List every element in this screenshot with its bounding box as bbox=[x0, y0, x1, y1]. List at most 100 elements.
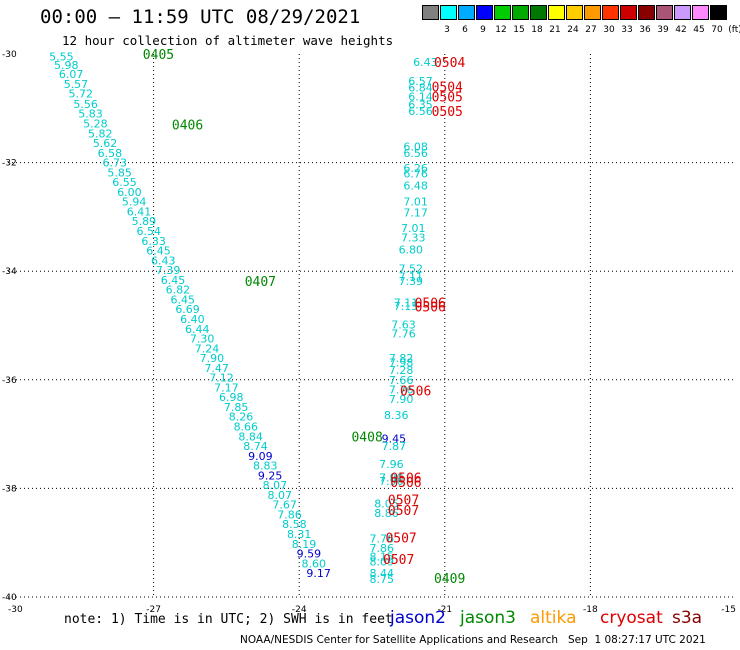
wave-height-value: 9.45 bbox=[382, 432, 407, 445]
wave-height-value: 8.15 bbox=[369, 550, 394, 563]
wave-height-value: 5.98 bbox=[54, 59, 79, 72]
colorbar-label: 6 bbox=[462, 25, 468, 35]
legend-s3a: s3a bbox=[672, 608, 703, 628]
wave-height-value: 7.01 bbox=[401, 222, 426, 235]
time-label: 0507 bbox=[388, 504, 419, 519]
legend-jason3: jason3 bbox=[460, 608, 516, 628]
wave-height-value: 5.94 bbox=[122, 196, 147, 209]
wave-height-value: 8.74 bbox=[243, 440, 268, 453]
wave-height-value: 5.28 bbox=[83, 118, 108, 131]
colorbar-swatch bbox=[440, 5, 457, 20]
y-tick-label: -38 bbox=[2, 484, 17, 494]
legend-cryosat: cryosat bbox=[600, 608, 663, 628]
wave-height-value: 6.98 bbox=[219, 391, 244, 404]
wave-height-value: 6.44 bbox=[185, 323, 210, 336]
wave-height-value: 7.85 bbox=[224, 401, 249, 414]
wave-height-value: 6.57 bbox=[408, 75, 433, 88]
time-label: 0504 bbox=[432, 81, 463, 96]
wave-height-value: 8.31 bbox=[287, 528, 312, 541]
colorbar-swatch bbox=[602, 5, 619, 20]
colorbar-swatch bbox=[656, 5, 673, 20]
x-tick-label: -21 bbox=[437, 605, 452, 615]
time-label: 0406 bbox=[172, 119, 203, 134]
colorbar-swatch bbox=[620, 5, 637, 20]
wave-height-value: 7.11 bbox=[394, 297, 419, 310]
wave-height-value: 7.82 bbox=[389, 352, 414, 365]
wave-height-value: 8.60 bbox=[302, 557, 327, 570]
wave-height-value: 6.26 bbox=[403, 162, 428, 175]
colorbar-swatch bbox=[530, 5, 547, 20]
wave-height-value: 5.57 bbox=[64, 78, 89, 91]
wave-height-value: 6.33 bbox=[141, 235, 166, 248]
wave-height-value: 7.52 bbox=[399, 262, 424, 275]
colorbar-swatch bbox=[548, 5, 565, 20]
colorbar-label: 12 bbox=[495, 25, 507, 35]
y-tick-label: -40 bbox=[2, 593, 17, 603]
colorbar-swatch bbox=[692, 5, 709, 20]
wave-height-value: 7.86 bbox=[277, 508, 302, 521]
time-label: 0506 bbox=[415, 300, 446, 315]
colorbar-label: 45 bbox=[693, 25, 705, 35]
wave-height-value: 6.55 bbox=[112, 176, 137, 189]
wave-height-value: 7.66 bbox=[389, 374, 414, 387]
wave-height-value: 6.82 bbox=[166, 284, 191, 297]
colorbar-swatch bbox=[566, 5, 583, 20]
colorbar-label: 9 bbox=[480, 25, 486, 35]
colorbar-swatch bbox=[674, 5, 691, 20]
wave-height-value: 8.19 bbox=[292, 538, 317, 551]
colorbar-label: (ft) bbox=[728, 25, 740, 35]
wave-height-value: 7.11 bbox=[399, 271, 424, 284]
colorbar-label: 27 bbox=[585, 25, 597, 35]
wave-height-value: 6.07 bbox=[59, 68, 84, 81]
y-tick-label: -30 bbox=[2, 50, 17, 60]
colorbar-swatch bbox=[512, 5, 529, 20]
colorbar-label: 21 bbox=[549, 25, 561, 35]
wave-height-value: 6.43 bbox=[151, 254, 176, 267]
wave-height-value: 8.83 bbox=[253, 460, 278, 473]
wave-height-value: 6.35 bbox=[408, 98, 433, 111]
wave-height-value: 5.55 bbox=[49, 51, 74, 64]
y-tick-label: -36 bbox=[2, 376, 17, 386]
time-label: 0507 bbox=[388, 493, 419, 508]
wave-height-value: 6.69 bbox=[175, 303, 200, 316]
wave-height-value: 5.56 bbox=[73, 98, 98, 111]
wave-height-value: 6.45 bbox=[170, 293, 195, 306]
colorbar-label: 3 bbox=[444, 25, 450, 35]
wave-height-value: 8.36 bbox=[384, 409, 409, 422]
colorbar-swatch bbox=[638, 5, 655, 20]
time-label: 0507 bbox=[383, 553, 414, 568]
colorbar-label: 42 bbox=[675, 25, 687, 35]
time-label: 0504 bbox=[434, 56, 465, 71]
wave-height-value: 8.75 bbox=[369, 573, 394, 586]
wave-height-value: 7.17 bbox=[214, 381, 239, 394]
wave-height-value: 8.07 bbox=[263, 479, 288, 492]
wave-height-value: 5.62 bbox=[93, 137, 118, 150]
colorbar-label: 15 bbox=[513, 25, 525, 35]
wave-height-value: 7.17 bbox=[403, 207, 428, 220]
wave-height-value: 7.90 bbox=[200, 352, 225, 365]
legend-jason2: jason2 bbox=[390, 608, 446, 628]
wave-height-value: 7.47 bbox=[204, 362, 229, 375]
colorbar-swatch bbox=[710, 5, 727, 20]
chart-subtitle: 12 hour collection of altimeter wave hei… bbox=[62, 33, 394, 48]
colorbar-label: 30 bbox=[603, 25, 615, 35]
wave-height-value: 5.85 bbox=[107, 166, 132, 179]
time-label: 0506 bbox=[415, 297, 446, 312]
wave-height-value: 7.76 bbox=[391, 328, 416, 341]
wave-height-value: 7.63 bbox=[391, 318, 416, 331]
wave-height-value: 6.00 bbox=[117, 186, 142, 199]
wave-height-value: 9.09 bbox=[248, 450, 273, 463]
wave-height-value: 7.87 bbox=[382, 440, 407, 453]
colorbar-label: 36 bbox=[639, 25, 651, 35]
wave-height-value: 8.44 bbox=[369, 567, 394, 580]
colorbar-swatch bbox=[476, 5, 493, 20]
wave-height-value: 7.67 bbox=[272, 499, 297, 512]
colorbar-swatch bbox=[422, 5, 439, 20]
wave-height-value: 8.05 bbox=[374, 498, 399, 511]
wave-height-value: 6.40 bbox=[180, 313, 205, 326]
time-label: 0408 bbox=[351, 430, 382, 445]
wave-height-value: 6.48 bbox=[403, 179, 428, 192]
colorbar-label: 24 bbox=[567, 25, 579, 35]
colorbar-label: 18 bbox=[531, 25, 543, 35]
wave-height-value: 7.96 bbox=[379, 475, 404, 488]
